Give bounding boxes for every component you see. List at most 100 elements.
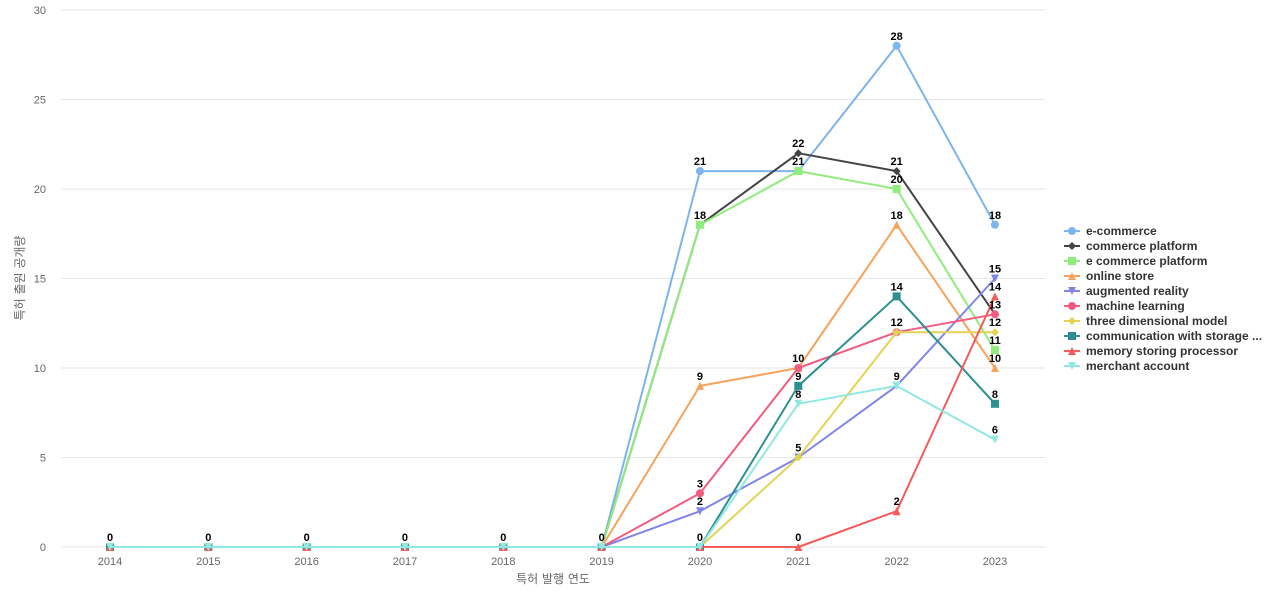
legend-item[interactable]: merchant account	[1064, 358, 1262, 373]
legend-swatch-icon	[1064, 346, 1080, 355]
data-label: 5	[795, 443, 801, 455]
series-line	[110, 295, 996, 548]
data-point	[794, 149, 803, 158]
series-9	[106, 381, 999, 551]
data-point	[990, 346, 999, 355]
legend-marker	[1068, 256, 1076, 265]
data-label: 8	[795, 389, 801, 401]
legend-marker	[1068, 226, 1076, 235]
legend-swatch-icon	[1064, 361, 1080, 370]
legend-item[interactable]: e-commerce	[1064, 223, 1262, 238]
data-point	[990, 328, 999, 337]
x-axis-ticks: 2014 2015 2016 2017 2018 2019 2020 2021 2022 2023	[98, 556, 1007, 568]
legend-item[interactable]: machine learning	[1064, 298, 1262, 313]
y-tick-label: 30	[34, 5, 46, 17]
data-point	[695, 489, 704, 498]
x-tick-label: 2015	[196, 556, 220, 568]
legend-swatch-icon	[1064, 271, 1080, 280]
data-label: 12	[891, 317, 903, 329]
legend-marker	[1068, 286, 1076, 295]
series-line	[110, 152, 996, 548]
data-label: 18	[989, 210, 1001, 222]
series-8	[106, 292, 999, 551]
data-point	[695, 507, 704, 516]
data-label: 14	[891, 281, 904, 293]
legend-item[interactable]: commerce platform	[1064, 238, 1262, 253]
data-label: 13	[989, 299, 1001, 311]
data-point	[794, 453, 803, 462]
data-label: 0	[500, 532, 506, 544]
y-tick-label: 15	[34, 274, 46, 286]
data-label: 18	[891, 210, 903, 222]
data-point	[106, 543, 114, 551]
data-label: 10	[792, 353, 804, 365]
legend-marker	[1068, 241, 1076, 250]
data-point	[892, 185, 901, 193]
legend-marker	[1068, 316, 1076, 325]
data-point	[990, 292, 999, 301]
legend-label: merchant account	[1086, 358, 1190, 373]
legend-item[interactable]: communication with storage ...	[1064, 328, 1262, 343]
x-tick-label: 2023	[983, 556, 1007, 568]
data-label: 0	[697, 532, 703, 544]
data-point	[990, 399, 999, 408]
legend-item[interactable]: augmented reality	[1064, 283, 1262, 298]
y-tick-label: 20	[34, 184, 46, 196]
legend: e-commerce commerce platform e commerce pl…	[1064, 223, 1262, 373]
series-line	[110, 384, 996, 548]
legend-item[interactable]: e commerce platform	[1064, 253, 1262, 268]
series-line	[110, 44, 996, 548]
series-3	[106, 220, 999, 551]
x-tick-label: 2022	[884, 556, 908, 568]
legend-label: communication with storage ...	[1086, 328, 1263, 343]
legend-label: machine learning	[1086, 298, 1185, 313]
data-point	[892, 328, 901, 337]
data-label: 0	[795, 532, 801, 544]
data-label: 3	[697, 478, 703, 490]
series-line	[110, 277, 996, 548]
series-7	[106, 292, 999, 551]
legend-swatch-icon	[1064, 226, 1080, 235]
data-point	[794, 381, 803, 390]
data-labels: 0 0 0 0 0 02118932022211098502821201814129218…	[107, 31, 1002, 544]
data-point	[990, 364, 999, 372]
data-point	[695, 220, 704, 229]
data-label: 0	[304, 532, 310, 544]
legend-label: e commerce platform	[1086, 253, 1208, 268]
y-tick-label: 25	[34, 95, 46, 107]
data-point	[597, 543, 606, 551]
legend-label: e-commerce	[1086, 223, 1157, 238]
legend-marker	[1068, 361, 1076, 370]
data-point	[695, 381, 704, 390]
data-point	[794, 167, 803, 176]
data-point	[990, 310, 999, 319]
series-line	[110, 223, 996, 548]
data-label: 2	[894, 496, 900, 508]
data-label: 8	[992, 389, 998, 401]
series-0	[106, 41, 999, 551]
legend-label: commerce platform	[1086, 238, 1198, 253]
data-label: 0	[205, 532, 211, 544]
legend-marker	[1068, 346, 1076, 355]
x-tick-label: 2017	[393, 556, 417, 568]
data-label: 6	[992, 425, 998, 437]
data-point	[204, 543, 213, 551]
y-axis-title: 특허 출원 공개량	[13, 236, 27, 321]
legend-item[interactable]: online store	[1064, 268, 1262, 283]
series-5	[106, 310, 999, 551]
legend-swatch-icon	[1064, 286, 1080, 295]
y-tick-label: 5	[40, 453, 46, 465]
data-label: 22	[792, 138, 804, 150]
data-point	[892, 507, 901, 516]
legend-swatch-icon	[1064, 241, 1080, 250]
data-label: 9	[894, 371, 900, 383]
legend-item[interactable]: memory storing processor	[1064, 343, 1262, 358]
legend-label: online store	[1086, 268, 1155, 283]
data-label: 11	[989, 335, 1001, 347]
data-point	[695, 543, 704, 551]
grid-lines	[61, 9, 1045, 548]
legend-item[interactable]: three dimensional model	[1064, 313, 1262, 328]
data-label: 10	[989, 353, 1001, 365]
x-tick-label: 2016	[294, 556, 318, 568]
